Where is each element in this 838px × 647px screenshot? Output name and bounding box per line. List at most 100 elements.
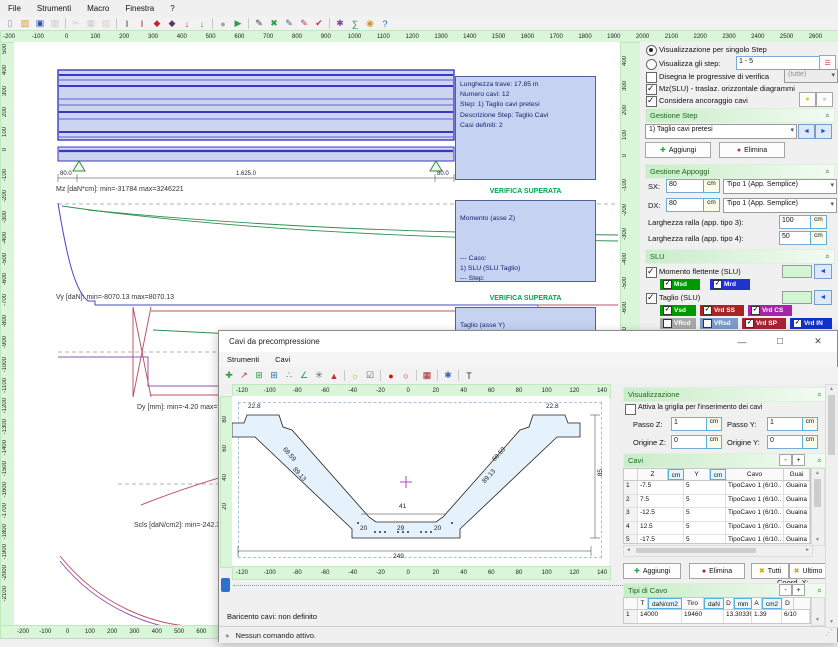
table-cell[interactable]: 2	[624, 494, 638, 507]
chip-vrd-cs[interactable]: ✓ Vrd CS	[748, 305, 792, 316]
chip-vrd-in[interactable]: ✓ Vrd IN	[790, 318, 832, 329]
table-cell[interactable]: 19460	[682, 610, 724, 623]
chip-vrsd[interactable]: VRsd	[700, 318, 738, 329]
red-dot-icon[interactable]: ●	[388, 370, 394, 381]
bulb-on-button[interactable]: ●	[799, 92, 816, 107]
copy-icon[interactable]: ▦	[86, 18, 96, 28]
sx-type-combo[interactable]: Tipo 1 (App. Semplice)	[723, 179, 837, 194]
dx-type-combo[interactable]: Tipo 1 (App. Semplice)	[723, 198, 837, 213]
table-cell[interactable]: Guaina 1	[784, 494, 810, 507]
sx-input[interactable]: 80	[666, 179, 708, 193]
table-cell[interactable]: TipoCavo 1 (6/10..	[726, 481, 784, 494]
table-cell[interactable]: Guaina 1	[784, 508, 810, 521]
red-ring-icon[interactable]: ○	[403, 370, 409, 381]
panel-scrollbar[interactable]: ▲ ▼	[825, 384, 838, 628]
step-next-button[interactable]: ►	[815, 124, 832, 139]
table-row[interactable]: 1 -7.5 5 TipoCavo 1 (6/10.. Guaina 1	[624, 481, 810, 495]
table-cell[interactable]: 5	[684, 521, 726, 534]
cavi-table-hscroll[interactable]: ◄ ►	[623, 545, 813, 557]
taglio-slu-checkbox[interactable]	[646, 292, 657, 304]
cavi-menu-strumenti[interactable]: Strumenti	[227, 355, 260, 364]
close-button[interactable]	[799, 331, 837, 352]
cable-add-button[interactable]: ✚ Aggiungi	[623, 563, 681, 579]
taglio-color-swatch[interactable]	[782, 291, 812, 304]
lamp-icon[interactable]: ☼	[350, 370, 360, 381]
table-cell[interactable]: Guaina 1	[784, 535, 810, 543]
visualizzazione-header[interactable]: Visualizzazione	[623, 387, 827, 402]
passo-z-input[interactable]: 1	[671, 417, 711, 431]
table-cell[interactable]: 5	[684, 508, 726, 521]
table-cell[interactable]: -12.5	[638, 508, 684, 521]
save-icon[interactable]: ▣	[35, 18, 45, 28]
table-cell[interactable]: TipoCavo 1 (6/10..	[726, 508, 784, 521]
chip-msd[interactable]: ✓ Msd	[660, 279, 700, 290]
table-cell[interactable]: -7.5	[638, 481, 684, 494]
anchor-green-icon[interactable]: ↓	[199, 18, 205, 29]
red-grid-icon[interactable]: ▦	[422, 370, 432, 380]
anchor-red-icon[interactable]: ↓	[184, 18, 190, 29]
passo-y-input[interactable]: 1	[767, 417, 807, 431]
table-row[interactable]: 2 7.5 5 TipoCavo 1 (6/10.. Guaina 1	[624, 494, 810, 508]
gear2-icon[interactable]: ✱	[444, 370, 452, 380]
erase-tool-icon[interactable]: ✖	[270, 18, 278, 28]
table-cell[interactable]: 12.5	[638, 521, 684, 534]
cavi-menu-cavi[interactable]: Cavi	[275, 355, 291, 364]
move-cable-icon[interactable]: ↗	[240, 370, 248, 380]
table-cell[interactable]: TipoCavo 1 (6/10..	[726, 521, 784, 534]
text-tool-icon[interactable]: T	[466, 370, 472, 381]
table-cell[interactable]: Guaina 1	[784, 521, 810, 534]
col-last[interactable]: D	[782, 598, 794, 609]
table-cell[interactable]: 1.39	[752, 610, 782, 623]
menu-file[interactable]: File	[8, 4, 21, 13]
cable-delete-button[interactable]: ● Elimina	[689, 563, 745, 579]
cut-icon[interactable]: ✂	[72, 18, 80, 28]
col-a[interactable]: A	[752, 598, 762, 609]
print-icon[interactable]: ▥	[50, 18, 60, 28]
table-cell[interactable]: 3	[624, 508, 638, 521]
mzslu-checkbox[interactable]	[646, 83, 657, 95]
bulb-off-button[interactable]: ●	[816, 92, 833, 107]
col-cavo[interactable]: Cavo	[726, 469, 784, 480]
tipi-remove-button[interactable]: -	[779, 584, 792, 596]
verify-red-icon[interactable]: ◆	[153, 18, 161, 28]
maximize-button[interactable]	[761, 331, 799, 352]
minimize-button[interactable]	[723, 331, 761, 352]
col-z[interactable]: Z	[638, 469, 668, 480]
position-slider-handle[interactable]	[221, 578, 230, 592]
ralla4-input[interactable]: 50	[779, 231, 815, 245]
verify-dark-icon[interactable]: ◆	[168, 18, 176, 28]
col-y[interactable]: Y	[684, 469, 710, 480]
run-icon[interactable]: ▶	[234, 18, 242, 28]
origine-z-input[interactable]: 0	[671, 435, 711, 449]
table-cell[interactable]: 5	[684, 535, 726, 543]
add-cable-icon[interactable]: ✚	[225, 370, 233, 380]
molecule-icon[interactable]: ✳	[315, 370, 323, 380]
chip-vrcd[interactable]: VRcd	[660, 318, 696, 329]
scatter-icon[interactable]: ∴	[286, 370, 292, 380]
table-cell[interactable]: 14000	[638, 610, 682, 623]
cavi-remove-button[interactable]: -	[779, 454, 792, 466]
menu-strumenti[interactable]: Strumenti	[36, 4, 72, 13]
cavi-window[interactable]: Cavi da precompressione Strumenti Cavi ✚…	[218, 330, 838, 643]
grid-blue-icon[interactable]: ⊞	[270, 370, 278, 380]
pan-hand-icon[interactable]: ◉	[366, 18, 374, 28]
table-cell[interactable]: 5	[684, 494, 726, 507]
resize-grip[interactable]	[825, 628, 833, 637]
draw-tool-icon[interactable]: ✎	[255, 18, 263, 28]
table-cell[interactable]: 5	[624, 535, 638, 543]
col-d[interactable]: D	[724, 598, 734, 609]
dx-input[interactable]: 80	[666, 198, 708, 212]
menu-macro[interactable]: Macro	[87, 4, 110, 13]
table-row[interactable]: 3 -12.5 5 TipoCavo 1 (6/10.. Guaina 1	[624, 508, 810, 522]
help-icon[interactable]: ?	[382, 18, 388, 29]
section-beam-icon[interactable]: I	[125, 18, 129, 29]
check-red-icon[interactable]: ✔	[315, 18, 323, 28]
paste-icon[interactable]: ▧	[101, 18, 111, 28]
table-cell[interactable]: 1	[624, 610, 638, 623]
grid-green-icon[interactable]: ⊞	[255, 370, 263, 380]
chip-vsd[interactable]: ✓ Vsd	[660, 305, 696, 316]
position-slider-track[interactable]	[233, 585, 773, 586]
section-edit-icon[interactable]: I	[140, 18, 144, 29]
cable-last-button[interactable]: ✖ Ultimo	[789, 563, 827, 579]
